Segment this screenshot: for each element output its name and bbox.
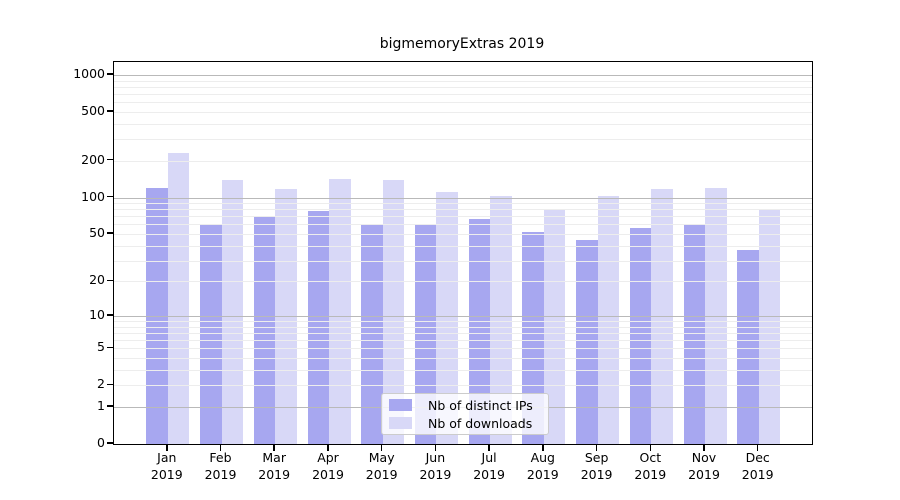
bar-downloads-jun [436, 191, 458, 444]
x-tick-mark-jan [166, 445, 168, 451]
bar-distinct-ips-mar [253, 216, 276, 444]
y-tick-label-10: 10 [89, 306, 105, 322]
x-tick-label-feb: Feb 2019 [204, 450, 237, 482]
y-tick-mark-100 [107, 195, 113, 198]
y-tick-mark-500 [107, 110, 113, 112]
x-tick-label-jul: Jul 2019 [473, 450, 505, 482]
x-tick-mark-aug [542, 445, 544, 451]
y-tick-label-0: 0 [97, 435, 105, 450]
x-tick-label-may: May 2019 [365, 450, 398, 482]
y-tick-label-20: 20 [89, 272, 105, 288]
y-tick-label-500: 500 [81, 102, 105, 118]
y-tick-mark-1 [107, 405, 113, 407]
x-tick-mark-mar [273, 445, 275, 451]
x-tick-label-nov: Nov 2019 [688, 450, 720, 482]
legend-swatch-downloads [389, 417, 412, 429]
chart-title: bigmemoryExtras 2019 [379, 36, 545, 52]
y-tick-mark-2 [107, 383, 113, 386]
bar-downloads-jul [490, 196, 512, 444]
y-tick-label-200: 200 [81, 151, 105, 167]
bar-distinct-ips-oct [629, 228, 652, 444]
y-tick-mark-1000 [107, 73, 113, 75]
bar-distinct-ips-sep [576, 239, 598, 444]
y-tick-label-1000: 1000 [73, 65, 105, 81]
legend-swatch-distinct-ips [389, 399, 412, 411]
bar-distinct-ips-nov [683, 225, 705, 444]
y-tick-label-1: 1 [97, 398, 105, 413]
y-tick-label-100: 100 [81, 188, 105, 204]
bar-distinct-ips-apr [307, 211, 329, 444]
x-tick-label-dec: Dec 2019 [741, 450, 774, 482]
x-tick-mark-feb [219, 445, 222, 451]
bar-distinct-ips-dec [737, 249, 759, 444]
x-tick-mark-dec [756, 445, 759, 451]
x-tick-label-jun: Jun 2019 [419, 450, 452, 482]
x-tick-mark-nov [703, 445, 705, 451]
y-tick-mark-0 [107, 442, 113, 444]
bar-distinct-ips-may [361, 223, 383, 444]
legend: Nb of distinct IPs Nb of downloads [381, 393, 549, 435]
x-tick-label-apr: Apr 2019 [312, 450, 344, 482]
bars-layer [114, 62, 812, 444]
bar-downloads-dec [758, 208, 781, 444]
bar-downloads-oct [651, 188, 673, 444]
legend-row-downloads: Nb of downloads [389, 416, 541, 431]
y-tick-label-50: 50 [89, 225, 105, 240]
bar-downloads-feb [221, 180, 243, 444]
legend-label-distinct-ips: Nb of distinct IPs [428, 397, 533, 413]
y-tick-mark-200 [107, 158, 113, 161]
x-tick-mark-apr [327, 445, 329, 451]
x-tick-mark-sep [595, 445, 598, 451]
bar-downloads-mar [275, 188, 297, 444]
bar-downloads-aug [543, 208, 566, 444]
x-tick-label-mar: Mar 2019 [258, 450, 291, 482]
y-tick-mark-50 [107, 232, 113, 234]
bar-distinct-ips-jan [146, 187, 168, 444]
x-tick-mark-jul [488, 445, 490, 451]
y-tick-mark-5 [107, 346, 113, 349]
x-tick-mark-may [380, 445, 383, 451]
x-tick-label-jan: Jan 2019 [150, 450, 183, 482]
bar-downloads-apr [329, 178, 351, 444]
x-tick-mark-oct [649, 445, 652, 451]
x-tick-mark-jun [434, 445, 437, 451]
bar-distinct-ips-feb [200, 223, 222, 444]
x-tick-label-sep: Sep 2019 [580, 450, 613, 482]
y-tick-label-2: 2 [97, 376, 105, 392]
bar-downloads-sep [597, 196, 620, 444]
bar-downloads-jan [167, 153, 190, 444]
x-tick-label-aug: Aug 2019 [526, 450, 559, 482]
bar-distinct-ips-jul [468, 219, 491, 444]
legend-label-downloads: Nb of downloads [428, 415, 533, 431]
plot-area: Nb of distinct IPs Nb of downloads [113, 61, 813, 445]
bar-downloads-nov [705, 187, 727, 444]
y-tick-mark-10 [107, 314, 113, 316]
y-tick-mark-20 [107, 279, 113, 282]
bar-distinct-ips-aug [522, 231, 544, 444]
y-tick-label-5: 5 [97, 339, 105, 355]
legend-row-distinct-ips: Nb of distinct IPs [389, 398, 541, 413]
x-tick-label-oct: Oct 2019 [634, 450, 667, 482]
